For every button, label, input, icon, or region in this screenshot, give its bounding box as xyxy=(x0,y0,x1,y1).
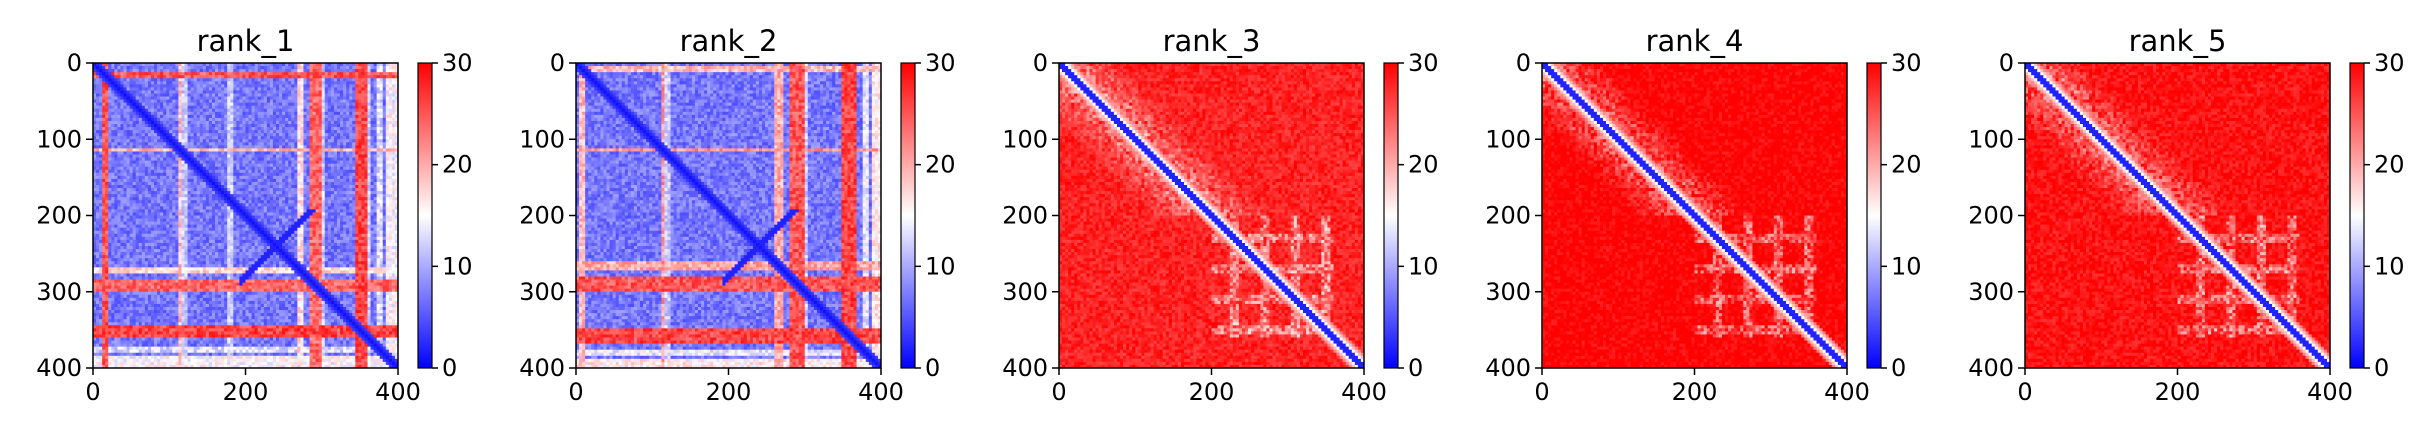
y-tick-label: 0 xyxy=(1999,49,2014,77)
x-tick-label: 400 xyxy=(2307,378,2353,406)
colorbar-tick-label: 0 xyxy=(2374,354,2389,382)
colorbar-tick-label: 30 xyxy=(1408,49,1439,77)
colorbar-tick-label: 20 xyxy=(442,151,473,179)
colorbar-tick-label: 30 xyxy=(1891,49,1922,77)
x-tick-label: 0 xyxy=(1534,378,1549,406)
x-tick-label: 0 xyxy=(1051,378,1066,406)
x-tick-label: 400 xyxy=(375,378,421,406)
y-tick-label: 400 xyxy=(519,354,565,382)
y-tick-label: 400 xyxy=(1968,354,2014,382)
heatmap-cells xyxy=(1542,63,1847,368)
y-tick-label: 200 xyxy=(519,202,565,230)
colorbar-tick-label: 10 xyxy=(1891,252,1922,280)
colorbar-tick-label: 30 xyxy=(2374,49,2405,77)
y-tick-label: 200 xyxy=(1002,202,1048,230)
y-tick-label: 100 xyxy=(1002,125,1048,153)
heatmap-cells xyxy=(576,63,881,368)
colorbar-tick-label: 30 xyxy=(925,49,956,77)
colorbar-tick-label: 20 xyxy=(1891,151,1922,179)
y-tick-label: 300 xyxy=(1485,278,1531,306)
y-tick-label: 0 xyxy=(1033,49,1048,77)
panel-title: rank_3 xyxy=(1163,24,1261,58)
y-tick-label: 100 xyxy=(1485,125,1531,153)
y-tick-label: 200 xyxy=(1485,202,1531,230)
heatmap-cells xyxy=(2025,63,2330,368)
y-tick-label: 0 xyxy=(67,49,82,77)
x-tick-label: 400 xyxy=(1341,378,1387,406)
panel-title: rank_5 xyxy=(2129,24,2227,58)
colorbar-tick-label: 10 xyxy=(1408,252,1439,280)
colorbar-tick-label: 20 xyxy=(1408,151,1439,179)
heatmap-cells xyxy=(1059,63,1364,368)
colorbar-tick-label: 20 xyxy=(2374,151,2405,179)
y-tick-label: 200 xyxy=(1968,202,2014,230)
colorbar xyxy=(901,63,915,368)
y-tick-label: 300 xyxy=(1002,278,1048,306)
x-tick-label: 0 xyxy=(568,378,583,406)
colorbar xyxy=(418,63,432,368)
colorbar-tick-label: 10 xyxy=(2374,252,2405,280)
x-tick-label: 200 xyxy=(1189,378,1235,406)
x-tick-label: 400 xyxy=(1824,378,1870,406)
x-tick-label: 200 xyxy=(223,378,269,406)
colorbar-tick-label: 20 xyxy=(925,151,956,179)
panel-title: rank_2 xyxy=(680,24,778,58)
y-tick-label: 400 xyxy=(1002,354,1048,382)
y-tick-label: 300 xyxy=(519,278,565,306)
x-tick-label: 0 xyxy=(85,378,100,406)
colorbar-tick-label: 0 xyxy=(442,354,457,382)
colorbar-tick-label: 0 xyxy=(1408,354,1423,382)
y-tick-label: 400 xyxy=(1485,354,1531,382)
colorbar xyxy=(2350,63,2364,368)
y-tick-label: 300 xyxy=(1968,278,2014,306)
colorbar-tick-label: 0 xyxy=(1891,354,1906,382)
x-tick-label: 200 xyxy=(2155,378,2201,406)
y-tick-label: 0 xyxy=(1516,49,1531,77)
y-tick-label: 100 xyxy=(519,125,565,153)
y-tick-label: 300 xyxy=(36,278,82,306)
y-tick-label: 100 xyxy=(36,125,82,153)
colorbar-tick-label: 0 xyxy=(925,354,940,382)
x-tick-label: 0 xyxy=(2017,378,2032,406)
x-tick-label: 400 xyxy=(858,378,904,406)
colorbar-tick-label: 30 xyxy=(442,49,473,77)
y-tick-label: 0 xyxy=(550,49,565,77)
colorbar xyxy=(1867,63,1881,368)
colorbar xyxy=(1384,63,1398,368)
y-tick-label: 200 xyxy=(36,202,82,230)
heatmap-cells xyxy=(93,63,398,368)
panel-title: rank_4 xyxy=(1646,24,1744,58)
y-tick-label: 400 xyxy=(36,354,82,382)
x-tick-label: 200 xyxy=(1672,378,1718,406)
y-tick-label: 100 xyxy=(1968,125,2014,153)
x-tick-label: 200 xyxy=(706,378,752,406)
colorbar-tick-label: 10 xyxy=(925,252,956,280)
colorbar-tick-label: 10 xyxy=(442,252,473,280)
panel-title: rank_1 xyxy=(197,24,295,58)
